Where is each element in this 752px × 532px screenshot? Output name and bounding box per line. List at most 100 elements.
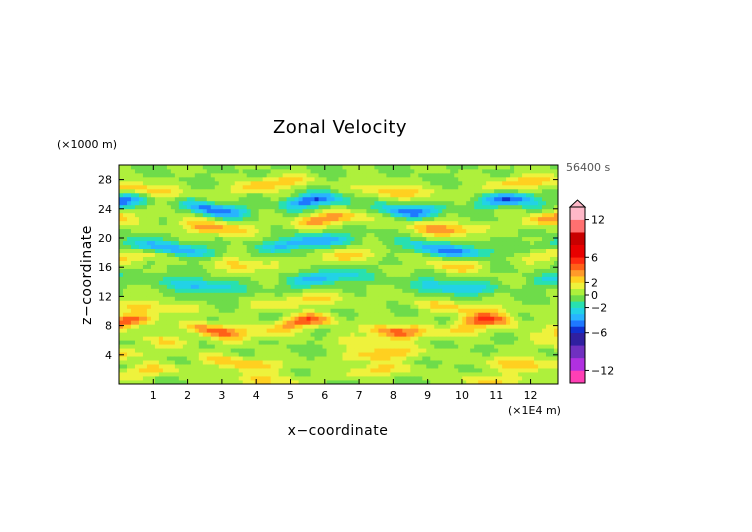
field-cell <box>414 248 419 253</box>
field-cell <box>238 224 244 230</box>
field-cell <box>386 324 391 329</box>
field-cell <box>170 328 176 333</box>
field-cell <box>302 176 307 182</box>
field-cell <box>262 212 268 218</box>
field-cell <box>402 204 407 210</box>
field-cell <box>254 236 260 242</box>
field-cell <box>230 248 236 253</box>
field-cell <box>414 292 419 297</box>
field-cell <box>338 200 343 206</box>
field-cell <box>362 264 367 269</box>
field-cell <box>358 240 363 246</box>
field-cell <box>382 248 387 253</box>
field-cell <box>314 372 319 377</box>
field-cell <box>326 376 331 381</box>
field-cell <box>250 328 256 333</box>
field-cell <box>382 272 387 277</box>
field-cell <box>154 272 160 277</box>
field-cell <box>126 252 132 257</box>
field-cell <box>258 336 264 341</box>
field-cell <box>170 236 176 242</box>
field-cell <box>358 356 363 361</box>
field-cell <box>338 368 343 373</box>
field-cell <box>342 220 347 226</box>
field-cell <box>354 344 359 349</box>
field-cell <box>422 228 427 234</box>
field-cell <box>390 228 395 234</box>
field-cell <box>362 368 367 373</box>
field-cell <box>170 268 176 273</box>
field-cell <box>270 220 276 226</box>
field-cell <box>222 236 228 242</box>
field-cell <box>302 348 307 353</box>
field-cell <box>334 296 339 301</box>
field-cell <box>466 324 471 329</box>
field-cell <box>450 260 455 265</box>
field-cell <box>158 332 164 337</box>
field-cell <box>122 248 128 253</box>
field-cell <box>230 204 236 210</box>
field-cell <box>186 284 192 289</box>
field-cell <box>318 292 323 297</box>
field-cell <box>178 176 184 182</box>
field-cell <box>362 172 367 178</box>
field-cell <box>422 348 427 353</box>
field-cell <box>458 260 463 265</box>
field-cell <box>350 320 355 325</box>
field-cell <box>202 252 208 257</box>
field-cell <box>318 240 323 246</box>
field-cell <box>398 364 403 369</box>
field-cell <box>318 172 323 178</box>
field-cell <box>282 172 288 178</box>
field-cell <box>170 312 176 317</box>
field-cell <box>178 248 184 253</box>
field-cell <box>394 364 399 369</box>
field-cell <box>450 312 455 317</box>
field-cell <box>242 356 248 361</box>
field-cell <box>214 240 220 246</box>
field-cell <box>342 340 347 345</box>
field-cell <box>438 376 443 381</box>
field-cell <box>122 320 128 325</box>
field-cell <box>370 228 375 234</box>
field-cell <box>234 292 240 297</box>
field-cell <box>350 276 355 281</box>
field-cell <box>386 336 391 341</box>
field-cell <box>378 368 383 373</box>
field-cell <box>406 276 411 281</box>
field-cell <box>182 248 188 253</box>
field-cell <box>158 196 164 202</box>
field-cell <box>142 348 148 353</box>
field-cell <box>222 348 228 353</box>
field-cell <box>162 272 168 277</box>
field-cell <box>266 324 272 329</box>
field-cell <box>474 368 479 373</box>
field-cell <box>146 304 152 309</box>
field-cell <box>310 332 315 337</box>
field-cell <box>382 165 387 170</box>
field-cell <box>146 244 152 250</box>
field-cell <box>370 360 375 365</box>
field-cell <box>418 256 423 261</box>
field-cell <box>226 172 232 178</box>
field-cell <box>322 188 327 194</box>
field-cell <box>278 165 284 170</box>
field-cell <box>434 352 439 357</box>
field-cell <box>394 284 399 289</box>
field-cell <box>358 248 363 253</box>
field-cell <box>310 188 315 194</box>
field-cell <box>454 224 459 230</box>
field-cell <box>418 240 423 246</box>
field-cell <box>370 236 375 242</box>
field-cell <box>186 272 192 277</box>
field-cell <box>398 204 403 210</box>
field-cell <box>222 208 228 214</box>
field-cell <box>298 348 303 353</box>
field-cell <box>374 304 379 309</box>
field-cell <box>214 184 220 190</box>
field-cell <box>342 196 347 202</box>
field-cell <box>286 240 292 246</box>
field-cell <box>438 372 443 377</box>
field-cell <box>154 364 160 369</box>
field-cell <box>334 284 339 289</box>
